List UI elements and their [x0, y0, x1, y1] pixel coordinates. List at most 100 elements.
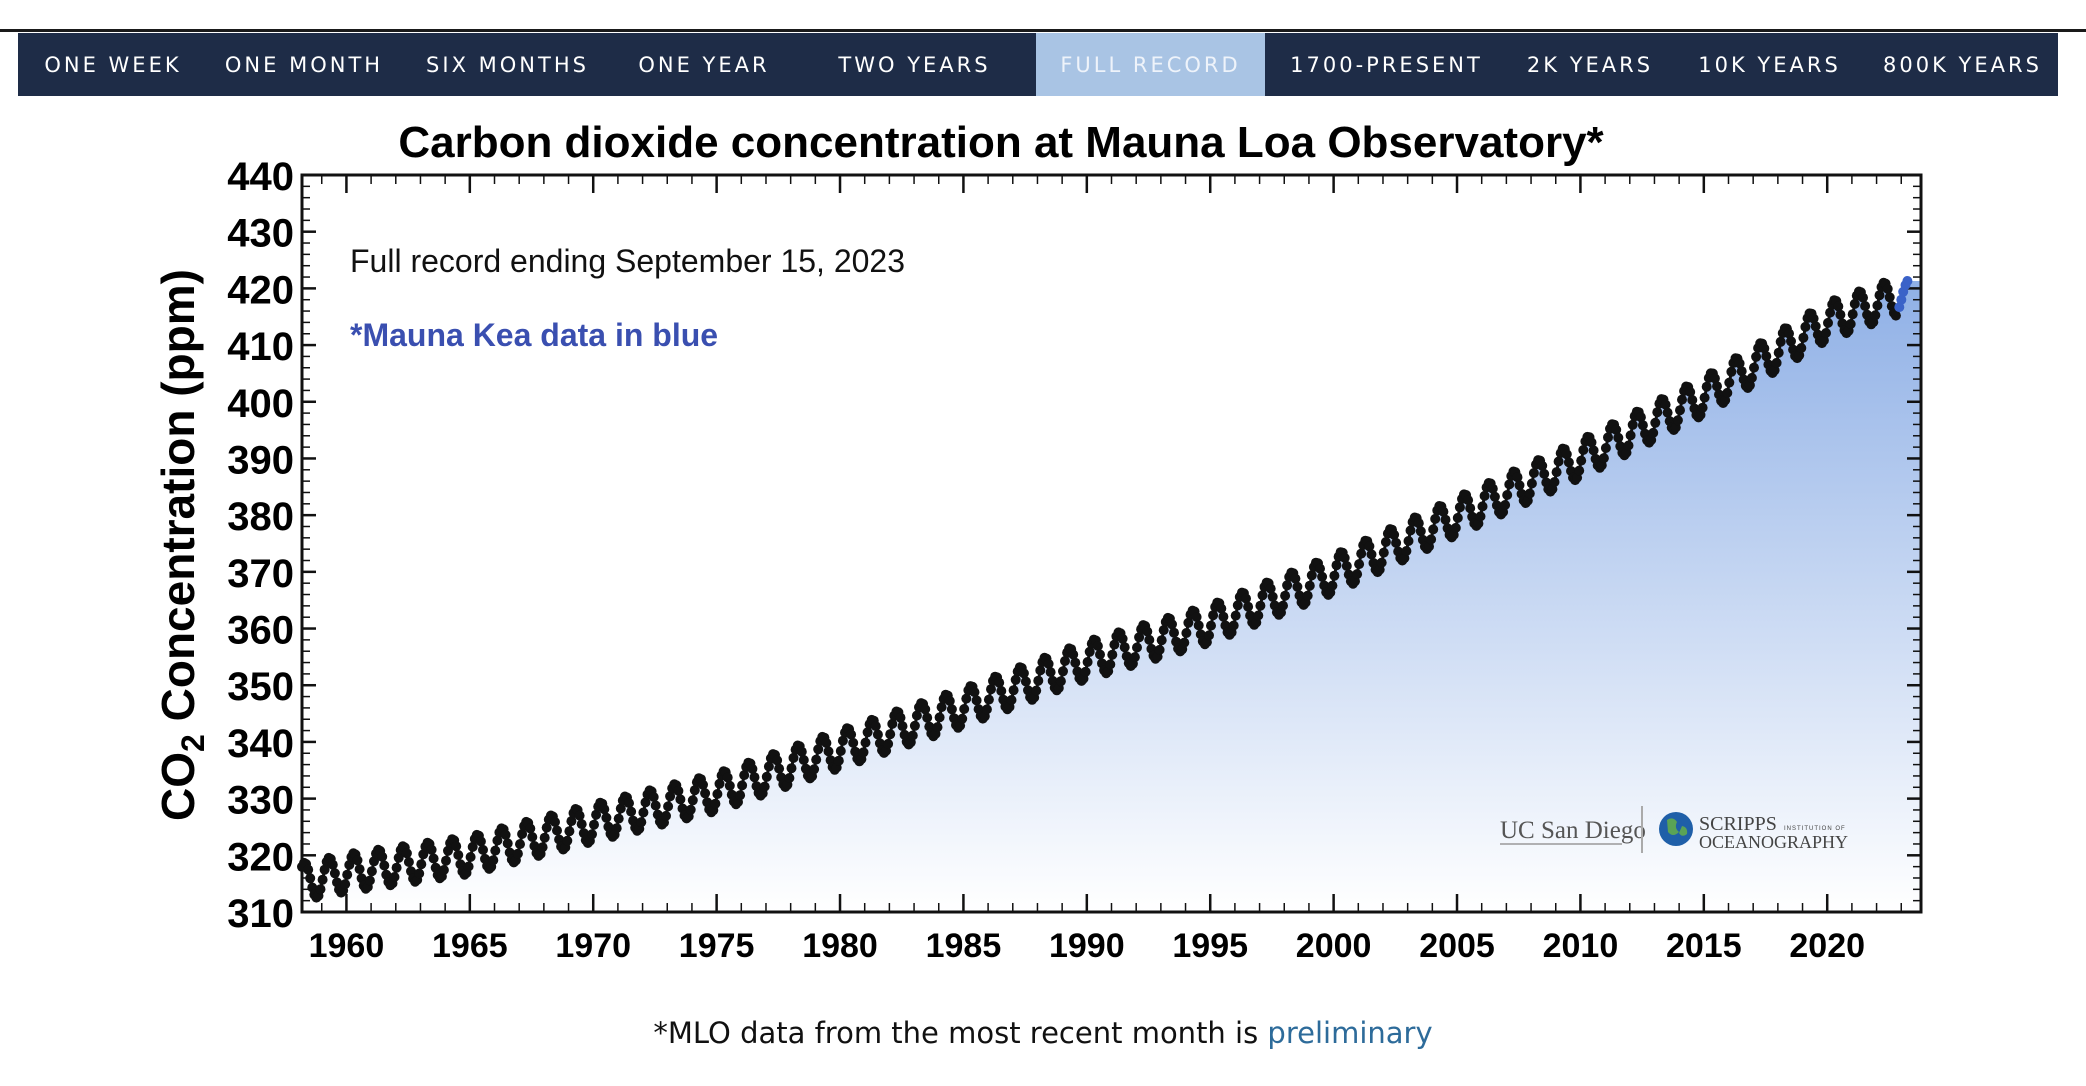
data-point	[1884, 292, 1895, 303]
data-point	[1354, 559, 1365, 570]
data-point	[1662, 407, 1673, 418]
y-tick-label: 340	[227, 722, 294, 766]
data-point	[377, 851, 388, 862]
data-point	[1699, 392, 1710, 403]
data-point	[1304, 580, 1315, 591]
data-point	[909, 720, 920, 731]
data-point	[887, 718, 898, 729]
data-point	[552, 825, 562, 836]
y-tick-label: 410	[227, 325, 294, 369]
caption-text: *MLO data from the most recent month is	[653, 1016, 1268, 1050]
data-point	[698, 779, 708, 790]
data-point	[1415, 526, 1426, 537]
scripps-subtitle: OCEANOGRAPHY	[1699, 832, 1848, 852]
data-point	[1317, 571, 1328, 582]
data-point	[1648, 427, 1659, 438]
data-point	[1440, 514, 1451, 525]
data-point	[1796, 343, 1807, 353]
data-point	[426, 844, 437, 855]
data-point	[1724, 377, 1735, 388]
y-tick-label: 370	[227, 552, 294, 596]
data-point	[1292, 581, 1303, 592]
data-point	[638, 807, 649, 818]
data-point	[1874, 290, 1885, 301]
data-point	[1625, 430, 1636, 441]
data-point	[1514, 480, 1525, 491]
data-point	[1380, 537, 1391, 547]
tab-10k-years[interactable]: 10K YEARS	[1698, 52, 1841, 77]
data-point	[983, 694, 994, 705]
data-point	[971, 695, 982, 706]
y-tick-label: 360	[227, 609, 294, 653]
data-point	[1677, 394, 1687, 405]
data-point	[601, 812, 612, 823]
data-point	[1060, 656, 1070, 666]
data-point	[1327, 580, 1338, 591]
y-tick-label: 320	[227, 835, 294, 879]
data-point	[428, 853, 439, 864]
tab-two-years[interactable]: TWO YEARS	[838, 52, 991, 77]
data-point	[1082, 657, 1093, 667]
data-point	[1006, 695, 1017, 705]
data-point	[1635, 412, 1646, 423]
data-point	[1454, 502, 1465, 513]
tab-one-year[interactable]: ONE YEAR	[638, 52, 770, 77]
data-point	[809, 764, 820, 775]
data-point	[1183, 617, 1194, 628]
data-point	[724, 780, 735, 791]
data-point	[329, 868, 340, 879]
data-point	[1109, 639, 1120, 650]
y-axis: 310 320 330 340 350 360 370 380 390 400 410 420 430 4…	[227, 155, 1921, 936]
data-point	[895, 712, 906, 723]
data-point	[1578, 445, 1589, 455]
data-point	[1018, 668, 1029, 679]
data-point	[1574, 465, 1585, 476]
data-point	[1600, 443, 1611, 453]
data-point	[796, 746, 807, 757]
data-point	[870, 721, 881, 732]
data-point	[564, 826, 575, 837]
data-point	[1598, 453, 1609, 464]
data-point	[315, 884, 326, 895]
data-point	[1391, 537, 1402, 548]
data-point	[1129, 652, 1140, 663]
data-point	[1773, 347, 1784, 358]
data-point	[1726, 366, 1737, 377]
data-point	[611, 823, 622, 834]
data-point	[996, 686, 1007, 696]
data-point	[1167, 619, 1177, 630]
x-tick-label: 1965	[432, 927, 508, 965]
data-point	[1142, 626, 1153, 637]
data-point	[465, 852, 476, 862]
data-point	[393, 852, 404, 863]
data-point	[1405, 525, 1416, 536]
data-point	[714, 778, 725, 789]
tab-1700-present[interactable]: 1700-PRESENT	[1290, 52, 1483, 77]
data-point	[1858, 292, 1868, 303]
tab-full-record[interactable]: FULL RECORD	[1036, 33, 1265, 96]
data-point	[650, 800, 661, 811]
data-point	[883, 738, 894, 749]
data-point	[319, 864, 330, 875]
tab-2k-years[interactable]: 2K YEARS	[1526, 52, 1654, 77]
data-point	[872, 729, 883, 740]
data-point	[1847, 309, 1858, 320]
preliminary-link[interactable]: preliminary	[1267, 1016, 1433, 1050]
data-point	[441, 855, 451, 866]
data-point	[1890, 310, 1901, 321]
data-point	[364, 875, 375, 886]
data-point	[1872, 300, 1883, 311]
data-point	[1401, 546, 1412, 556]
data-point	[1428, 524, 1439, 535]
data-point	[1675, 405, 1685, 416]
data-point	[1315, 563, 1325, 574]
data-point	[1413, 518, 1424, 529]
tab-six-months[interactable]: SIX MONTHS	[426, 52, 589, 77]
data-point	[1339, 552, 1350, 563]
tab-one-week[interactable]: ONE WEEK	[44, 52, 182, 77]
tab-800k-years[interactable]: 800K YEARS	[1883, 52, 2042, 77]
data-point	[663, 801, 674, 812]
tab-one-month[interactable]: ONE MONTH	[224, 52, 384, 77]
data-point	[624, 798, 634, 809]
data-point	[1660, 399, 1671, 410]
